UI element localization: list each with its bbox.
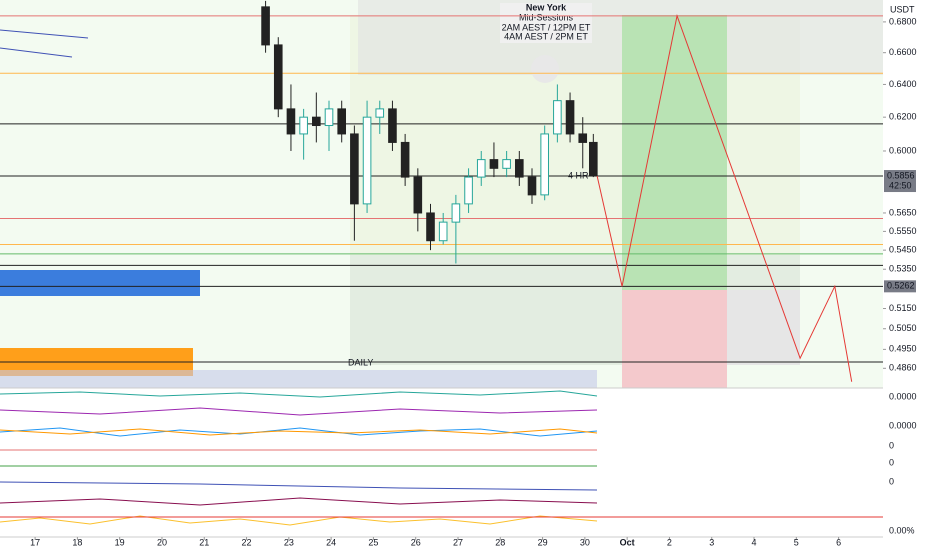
session-title: New York: [526, 2, 567, 12]
y-tick-label: 0.4860: [889, 363, 917, 373]
projection-line: [596, 14, 853, 382]
candle-body: [464, 176, 473, 205]
indicator-panes: [0, 387, 883, 538]
target-zone: [622, 15, 727, 290]
y-tick-label: 0.6800: [889, 16, 917, 26]
y-tick-label: 0.5350: [889, 264, 917, 274]
volume-band: [0, 370, 597, 388]
x-tick-label: 27: [453, 537, 463, 547]
y-tick-label: 0.6400: [889, 79, 917, 89]
candle-body: [451, 203, 461, 223]
price-tag-label: 0.5856: [887, 170, 915, 180]
candle-body: [578, 133, 588, 143]
candle-body: [489, 159, 499, 169]
y-tick-label: 0.6200: [889, 112, 917, 122]
x-tick-label: Oct: [620, 537, 635, 547]
x-tick-label: 17: [30, 537, 40, 547]
candle-body: [388, 108, 397, 143]
x-tick-label: 3: [709, 537, 714, 547]
candle-body: [337, 108, 347, 135]
drawing-line: [0, 29, 89, 39]
clock-icon[interactable]: [531, 55, 559, 83]
candle-body: [312, 116, 321, 127]
session-subtitle: Mid-Sessions: [519, 12, 574, 22]
session-bg: [500, 3, 592, 43]
zone: [358, 0, 883, 75]
countdown: 42:50: [889, 180, 912, 190]
candle-body: [426, 212, 435, 242]
candle-body: [515, 159, 524, 178]
indicator-label: 0.0000: [889, 391, 917, 401]
candle-body: [565, 100, 575, 135]
x-tick-label: 4: [752, 537, 757, 547]
blue-box: [0, 270, 200, 296]
currency: USDT: [890, 4, 915, 14]
x-tick-label: 24: [326, 537, 336, 547]
y-tick-label: 0.4950: [889, 344, 917, 354]
x-tick-label: 19: [115, 537, 125, 547]
x-tick-label: 5: [794, 537, 799, 547]
candle-body: [540, 133, 549, 196]
price-tag-label: 0.5262: [887, 281, 915, 291]
candle-body: [400, 141, 410, 178]
candle-body: [502, 159, 511, 169]
candle-body: [350, 133, 359, 205]
y-tick-label: 0.5650: [889, 207, 917, 217]
x-tick-label: 22: [242, 537, 252, 547]
candle-body: [286, 108, 296, 135]
candle-body: [362, 116, 372, 205]
drawing-line: [0, 47, 73, 58]
x-tick-label: 29: [538, 537, 548, 547]
indicator-label: 0.00%: [889, 525, 915, 535]
price-axis-bg: [883, 0, 932, 550]
stop-zone: [622, 290, 727, 388]
candle-body: [299, 116, 308, 135]
candle-body: [261, 6, 270, 46]
candle-body: [375, 108, 385, 118]
x-tick-label: 30: [580, 537, 590, 547]
y-tick-label: 0.5150: [889, 303, 917, 313]
indicator-label: 0: [889, 476, 894, 486]
x-tick-label: 23: [284, 537, 294, 547]
session-box: New York Mid-Sessions 2AM AEST / 12PM ET…: [500, 2, 592, 43]
candle-body: [476, 159, 486, 178]
y-tick-label: 0.5550: [889, 226, 917, 236]
candle-body: [589, 141, 598, 177]
zone: [727, 290, 800, 365]
indicator-label: 0: [889, 440, 894, 450]
x-tick-label: 25: [368, 537, 378, 547]
annotation: 4 HR: [568, 170, 589, 180]
candle-body: [527, 176, 537, 196]
x-tick-label: 28: [495, 537, 505, 547]
x-tick-label: 21: [199, 537, 209, 547]
y-tick-label: 0.5450: [889, 245, 917, 255]
x-tick-label: 26: [411, 537, 421, 547]
y-tick-label: 0.6000: [889, 145, 917, 155]
candle-body: [273, 44, 283, 110]
y-tick-label: 0.6600: [889, 47, 917, 57]
indicator-label: 0.0000: [889, 420, 917, 430]
indicator-label: 0: [889, 457, 894, 467]
candle-body: [553, 100, 562, 135]
y-tick-label: 0.5050: [889, 323, 917, 333]
price-tag: [884, 170, 916, 193]
price-tag: [884, 280, 916, 293]
x-tick-label: 20: [157, 537, 167, 547]
candle-body: [324, 108, 334, 127]
session-line: 2AM AEST / 12PM ET: [502, 22, 591, 32]
x-tick-label: 6: [836, 537, 841, 547]
session-line: 4AM AEST / 2PM ET: [504, 31, 588, 41]
candle-body: [413, 176, 423, 214]
candle-body: [438, 221, 448, 242]
x-tick-label: 2: [667, 537, 672, 547]
x-tick-label: 18: [72, 537, 82, 547]
